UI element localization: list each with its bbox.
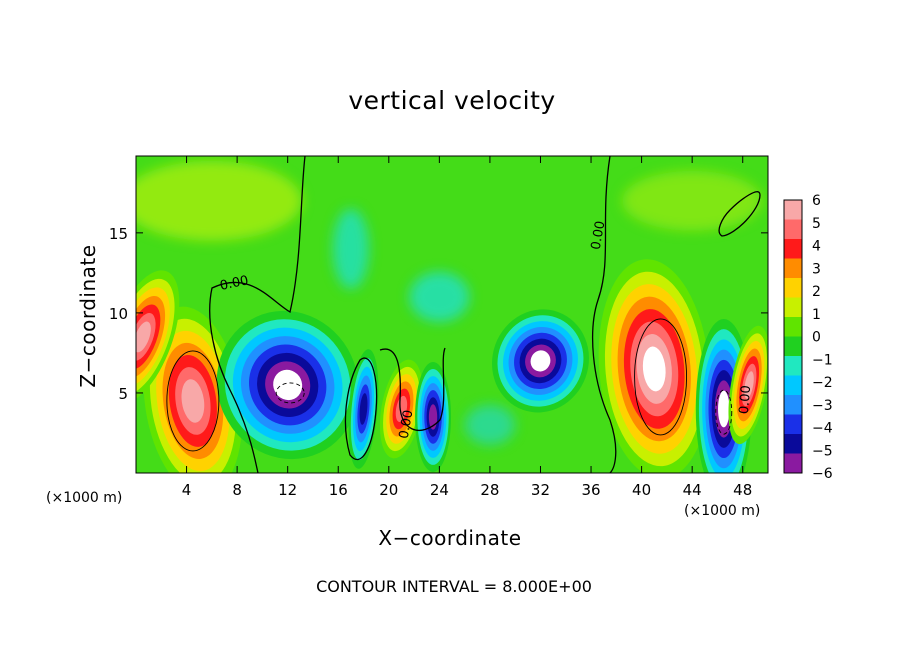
field-patch [409,271,470,322]
colorbar-swatch [784,434,802,454]
x-tick-label: 36 [581,481,600,499]
colorbar-swatch [784,336,802,356]
colorbar-tick-label: 2 [812,284,821,300]
zero-contour [344,357,378,461]
cell-band [744,371,754,399]
x-tick-label: 32 [531,481,550,499]
cell-band [530,350,551,372]
colorbar-tick-label: −1 [812,352,833,368]
positive-contour [166,350,220,452]
x-unit-label-right: (×1000 m) [684,503,761,519]
cell-band [642,346,666,392]
x-tick-label: 8 [232,481,242,499]
colorbar-swatch [784,219,802,239]
x-tick-label: 24 [430,481,449,499]
colorbar-swatch [784,453,802,473]
colorbar-frame [783,199,803,474]
colorbar-swatch [784,239,802,259]
x-tick-label: 16 [329,481,348,499]
velocity-cell [379,359,423,459]
y-tick-label: 5 [118,385,128,403]
cell-band [181,379,205,423]
colorbar-tick-label: 0 [812,330,821,346]
colorbar-swatch [784,356,802,376]
colorbar-swatch [784,317,802,337]
colorbar-tick-label: 3 [812,261,821,277]
colorbar-swatch [784,258,802,278]
velocity-cell [491,309,589,413]
positive-contour [634,318,688,436]
x-axis-label: X−coordinate [378,526,522,550]
x-tick-label: 12 [278,481,297,499]
colorbar-swatch [784,278,802,298]
velocity-cell [216,310,359,460]
contour-label: 0.00 [737,385,754,415]
x-tick-label: 44 [683,481,702,499]
plot-frame [135,155,769,474]
contour-label: 0.00 [219,273,250,294]
cell-band [273,369,303,401]
plot-area: 0.00 0.00 0.00 0.00 [136,156,768,473]
velocity-cell [136,270,180,404]
cell-band [395,395,408,423]
field-soft-layer [136,160,763,445]
y-tick-label: 15 [109,225,128,243]
cell-band [428,404,438,430]
colorbar-tick-label: 5 [812,216,821,232]
colorbar-tick-label: 1 [812,307,821,323]
x-tick-label: 4 [182,481,192,499]
colorbar-tick-label: −4 [812,421,833,437]
field-patch [136,160,302,241]
field-patch [464,404,515,445]
colorbar-swatch [784,414,802,434]
colorbar-swatch [784,297,802,317]
colorbar-tick-label: −3 [812,398,833,414]
field-patch [332,208,369,289]
zero-contour [209,156,306,473]
velocity-cell [415,361,452,472]
x-tick-label: 48 [733,481,752,499]
colorbar-swatch [784,200,802,220]
x-tick-label: 20 [379,481,398,499]
colorbar-tick-label: 4 [812,239,821,255]
x-tick-label: 28 [480,481,499,499]
negative-contour [715,389,733,435]
velocity-cell [728,325,768,445]
colorbar-tick-label: 6 [812,193,821,209]
zero-contour [592,156,617,473]
colorbar-swatch [784,375,802,395]
contour-label: 0.00 [397,409,417,440]
colorbar-swatch [784,395,802,415]
colorbar-tick-label: −6 [812,466,833,482]
y-tick-label: 10 [109,305,128,323]
negative-contour [275,382,305,404]
x-unit-label: (×1000 m) [46,490,123,506]
zero-contour [379,347,446,431]
zero-contour [718,191,761,237]
contour-label: 0.00 [589,220,609,251]
cell-band [718,390,730,428]
colorbar: 6 5 4 3 2 1 0 −1 −2 −3 −4 −5 −6 [783,193,833,482]
cell-band [136,321,151,353]
cell-band [359,393,368,425]
colorbar-tick-label: −2 [812,375,833,391]
colorbar-tick-label: −5 [812,443,833,459]
x-tick-label: 40 [632,481,651,499]
contour-interval-note: CONTOUR INTERVAL = 8.000E+00 [316,577,592,596]
chart-title: vertical velocity [348,86,556,115]
field-patch [622,170,763,231]
